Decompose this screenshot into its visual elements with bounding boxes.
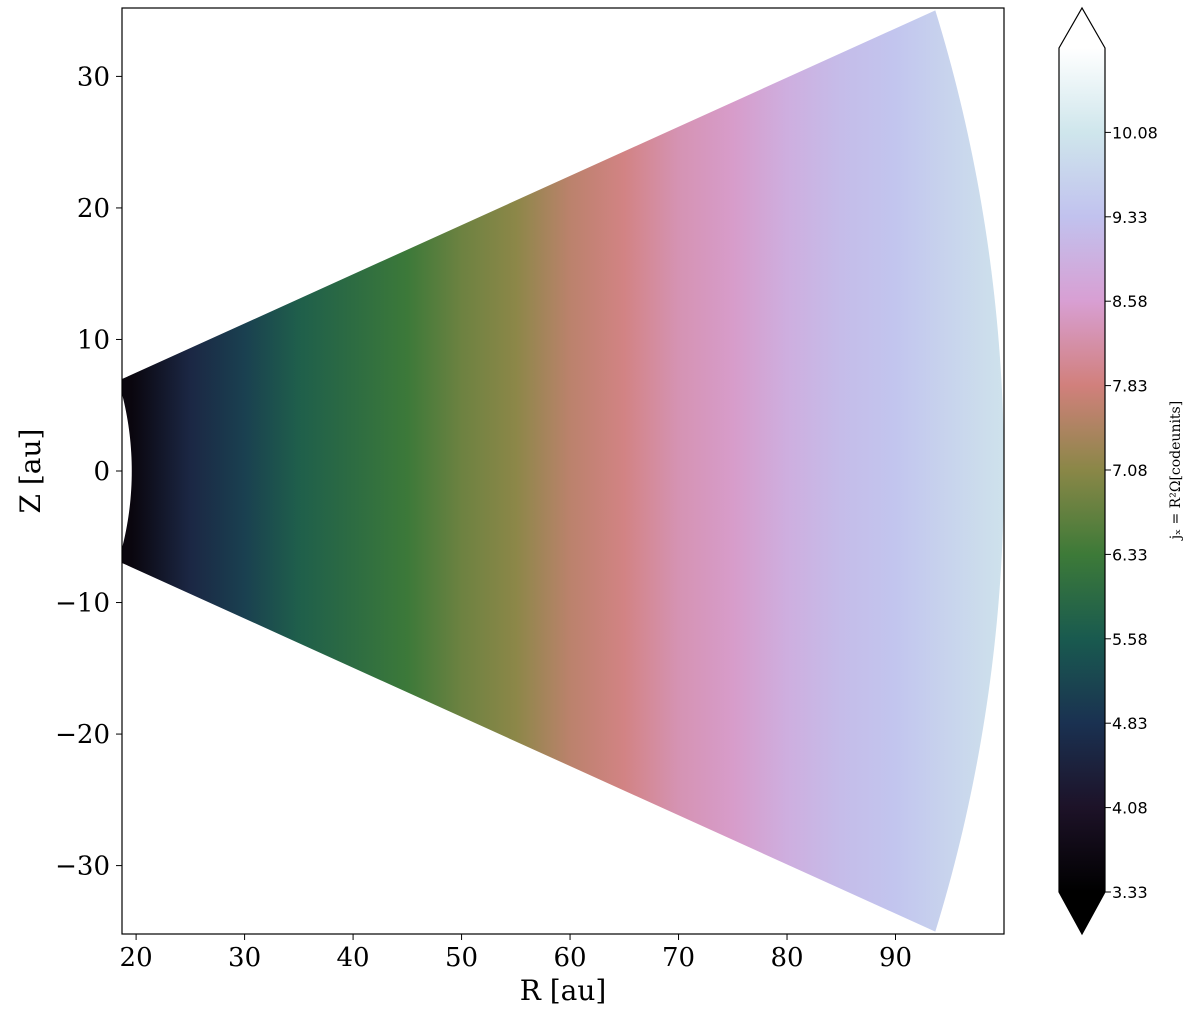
x-tick-label: 20	[120, 943, 153, 973]
colorbar-tick-label: 5.58	[1112, 630, 1148, 649]
colorbar-ticks: 3.33 4.08 4.83 5.58 6.33 7.08 7.83 8.58 9.33 10.0…	[1105, 123, 1158, 902]
colorbar-tick-label: 3.33	[1112, 883, 1148, 902]
x-tick-label: 90	[879, 943, 912, 973]
x-axis-ticks: 20 30 40 50 60 70 80 90	[120, 934, 912, 973]
colorbar-body	[1058, 6, 1106, 936]
colorbar-label: jₓ = R²Ω[codeunits]	[1168, 401, 1184, 541]
y-tick-label: −30	[55, 852, 110, 882]
x-tick-label: 50	[445, 943, 478, 973]
x-tick-label: 40	[337, 943, 370, 973]
y-axis-label: Z [au]	[14, 429, 47, 514]
y-tick-label: 30	[77, 62, 110, 92]
wedge-field	[122, 10, 1004, 932]
x-tick-label: 80	[770, 943, 803, 973]
colorbar-tick-label: 9.33	[1112, 208, 1148, 227]
x-tick-label: 60	[554, 943, 587, 973]
field-layer	[122, 10, 1004, 932]
x-axis-label: R [au]	[520, 974, 607, 1007]
colorbar-tick-label: 7.83	[1112, 377, 1148, 396]
y-tick-label: 10	[77, 325, 110, 355]
x-tick-label: 30	[228, 943, 261, 973]
colorbar-tick-label: 10.08	[1112, 123, 1158, 142]
y-tick-label: 20	[77, 194, 110, 224]
colorbar-tick-label: 4.83	[1112, 714, 1148, 733]
y-axis-ticks: 30 20 10 0 −10 −20 −30	[55, 62, 122, 882]
y-tick-label: −20	[55, 720, 110, 750]
colorbar-tick-label: 8.58	[1112, 292, 1148, 311]
colorbar-tick-label: 6.33	[1112, 545, 1148, 564]
x-tick-label: 70	[662, 943, 695, 973]
y-tick-label: −10	[55, 589, 110, 619]
colorbar-tick-label: 7.08	[1112, 461, 1148, 480]
y-tick-label: 0	[93, 457, 110, 487]
colorbar-tick-label: 4.08	[1112, 799, 1148, 818]
colorbar: 3.33 4.08 4.83 5.58 6.33 7.08 7.83 8.58 9.33 10.0…	[1058, 6, 1184, 936]
